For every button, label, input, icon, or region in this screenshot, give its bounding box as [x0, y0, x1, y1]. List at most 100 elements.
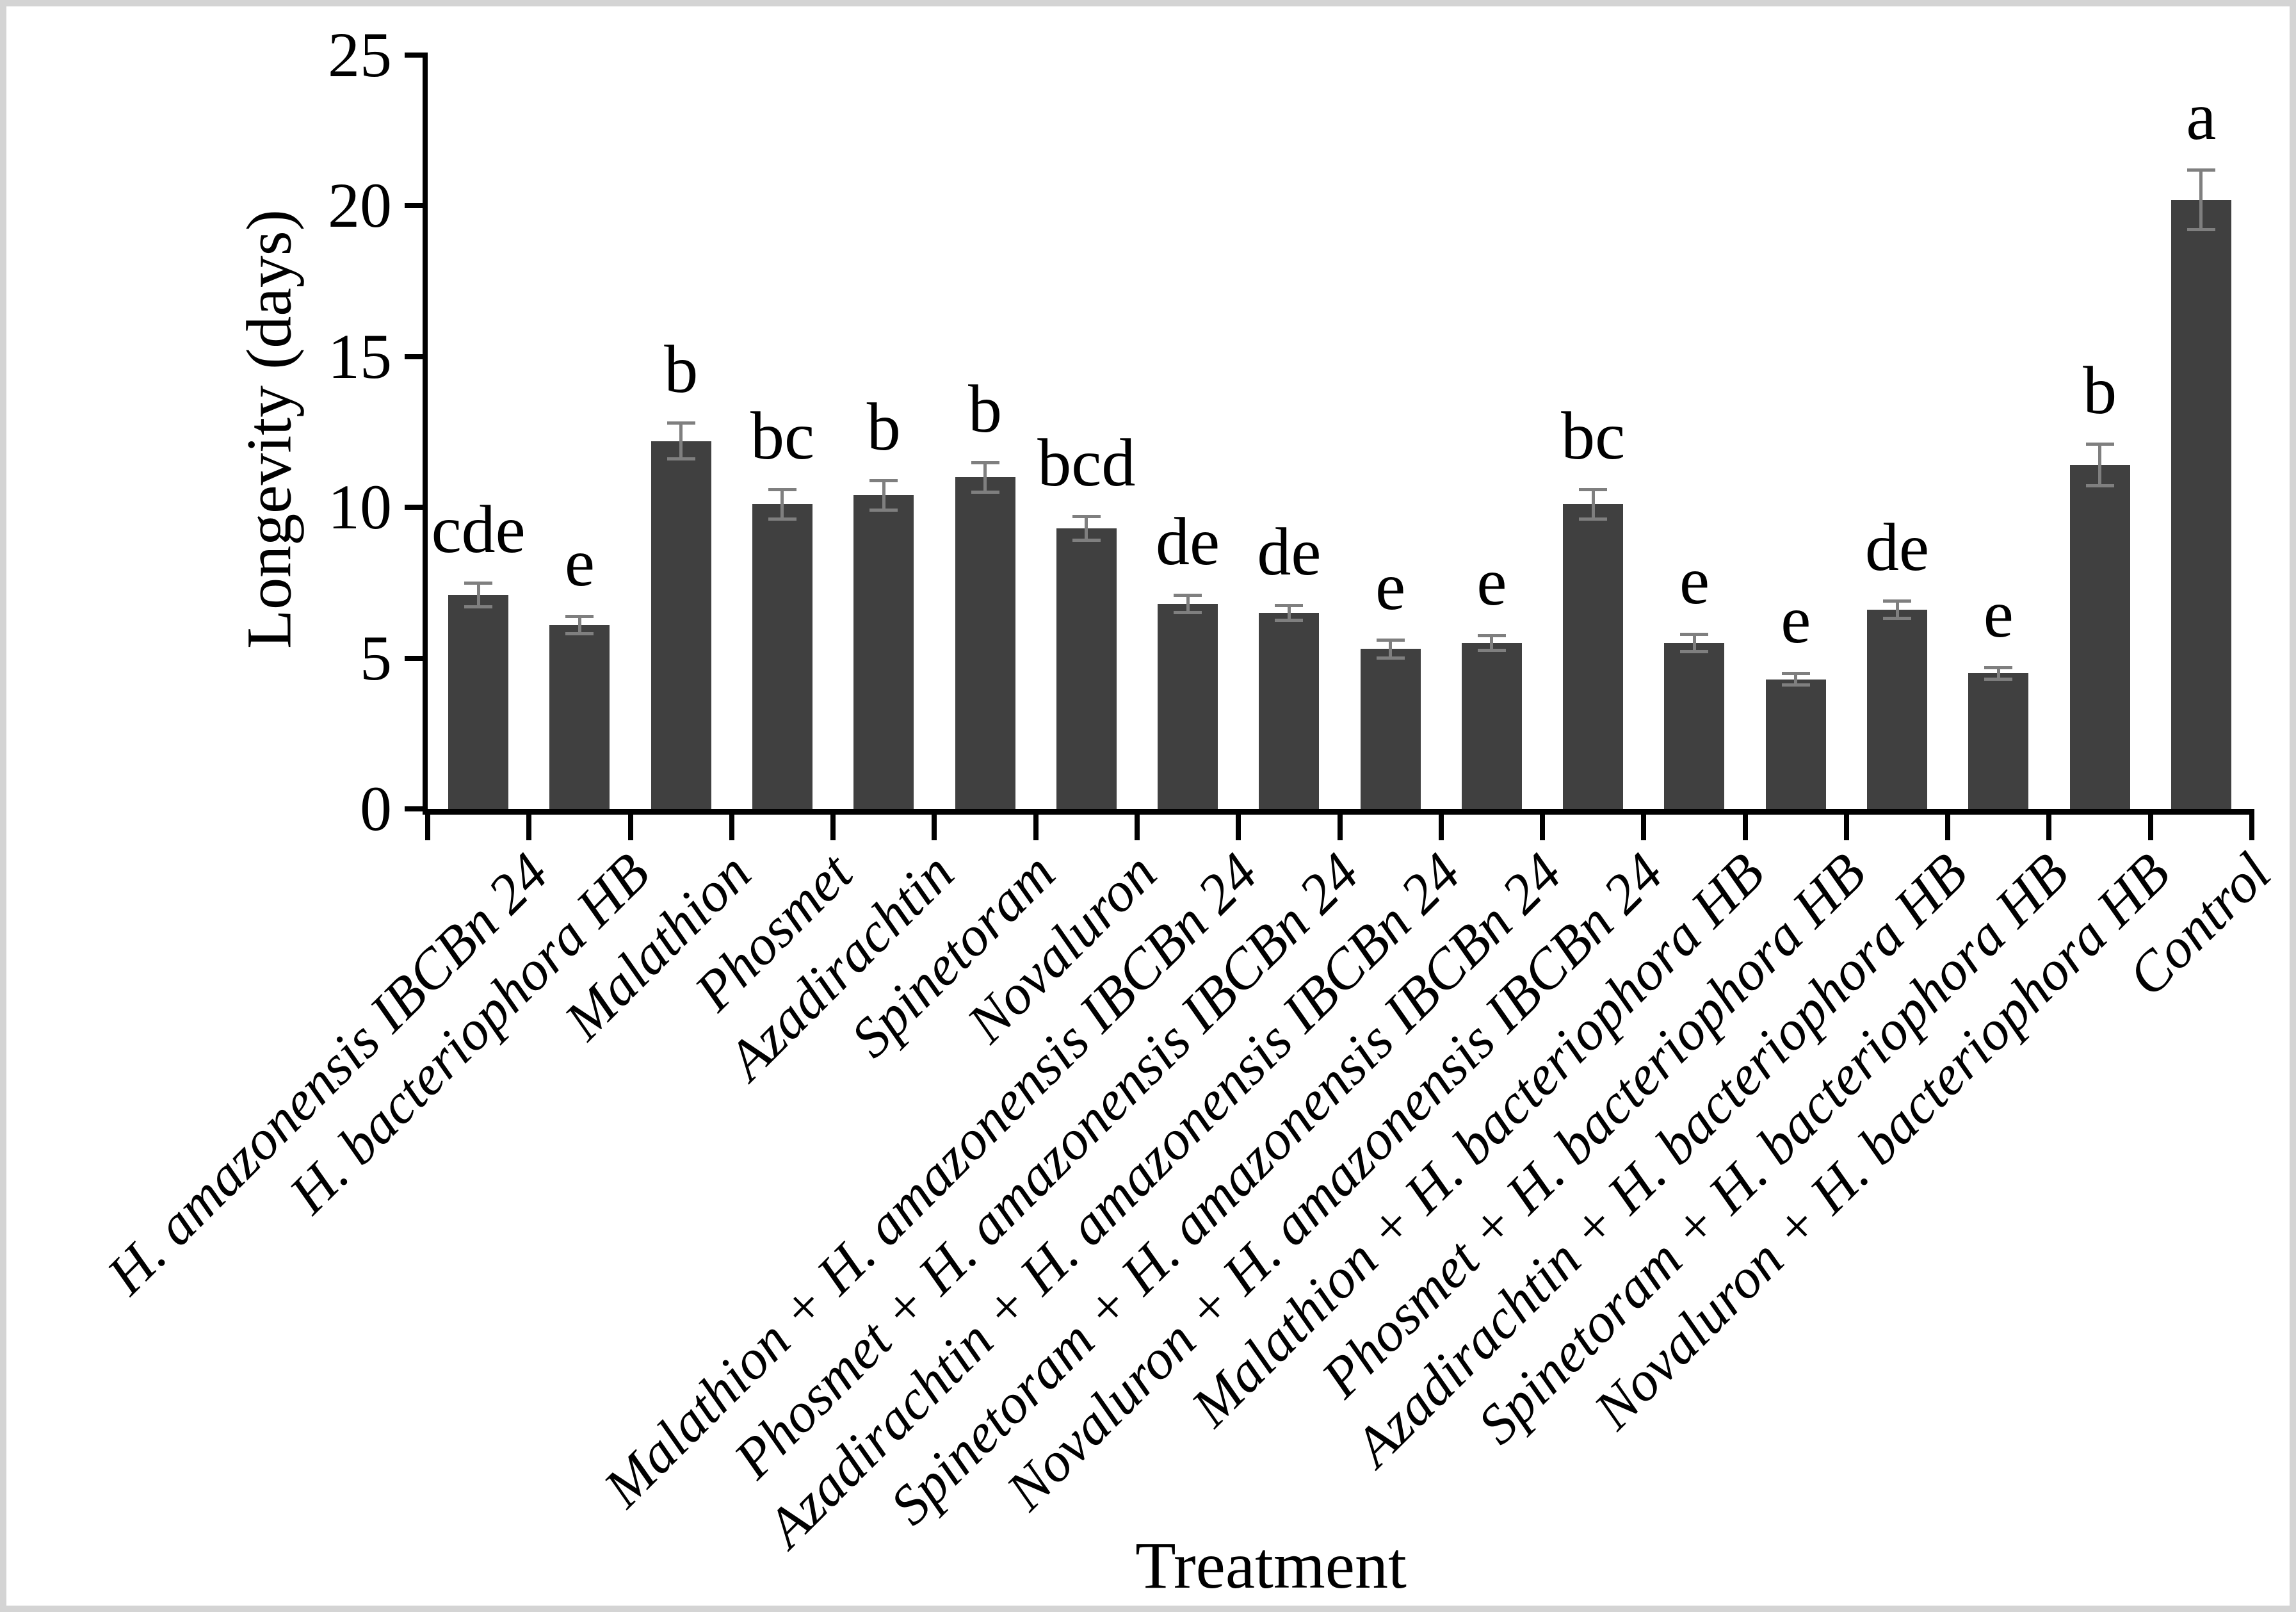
error-bar-whisker: [2098, 444, 2102, 487]
error-bar-cap-top: [667, 421, 695, 425]
x-tick: [729, 809, 734, 840]
bar: [1158, 603, 1218, 809]
x-tick: [830, 809, 836, 840]
x-category-label-text: H. amazonensis IBCBn 24: [95, 842, 561, 1307]
sig-letter: a: [2186, 78, 2217, 154]
x-tick: [1134, 809, 1140, 840]
error-bar-whisker: [679, 423, 683, 459]
sig-letter: de: [1156, 503, 1220, 579]
x-tick: [1236, 809, 1241, 840]
bar: [1765, 679, 1826, 809]
bar: [955, 477, 1015, 809]
y-tick-label: 15: [328, 320, 392, 392]
x-tick: [627, 809, 633, 840]
bar: [1259, 612, 1320, 809]
x-tick: [1033, 809, 1039, 840]
error-bar-cap-top: [1680, 632, 1709, 636]
sig-letter: bcd: [1037, 425, 1136, 501]
x-tick: [1945, 809, 1951, 840]
sig-letter: b: [664, 332, 699, 407]
error-bar-cap-bottom: [464, 605, 493, 608]
error-bar-cap-bottom: [565, 631, 594, 635]
sig-letter: e: [1476, 544, 1507, 620]
error-bar-whisker: [1895, 601, 1899, 619]
error-bar-cap-bottom: [2085, 484, 2114, 488]
error-bar-cap-top: [1477, 634, 1506, 638]
error-bar-cap-bottom: [1984, 677, 2013, 681]
bar: [1867, 610, 1928, 809]
x-tick: [1641, 809, 1647, 840]
bar: [853, 495, 914, 809]
error-bar-whisker: [1692, 633, 1696, 653]
error-bar-cap-bottom: [1579, 517, 1608, 521]
error-bar-cap-top: [1376, 639, 1405, 642]
error-bar-cap-top: [464, 581, 493, 585]
error-bar-cap-top: [1174, 593, 1202, 597]
x-tick: [425, 809, 430, 840]
y-tick-label: 25: [328, 19, 392, 90]
y-axis-title-text: Longevity (days): [233, 209, 305, 649]
y-tick: [405, 655, 423, 661]
error-bar-whisker: [1794, 673, 1798, 685]
x-tick: [526, 809, 532, 840]
error-bar-cap-bottom: [1680, 650, 1709, 654]
sig-letter: b: [2083, 353, 2117, 428]
x-tick: [2249, 809, 2254, 840]
x-tick: [1337, 809, 1343, 840]
sig-letter: b: [968, 371, 1003, 446]
error-bar-whisker: [882, 480, 885, 510]
error-bar-cap-top: [565, 614, 594, 618]
sig-letter: e: [1375, 549, 1406, 624]
error-bar-whisker: [1085, 516, 1088, 541]
error-bar-whisker: [1996, 667, 2000, 680]
error-bar-cap-bottom: [1376, 656, 1405, 660]
sig-letter: de: [1864, 510, 1930, 585]
error-bar-whisker: [983, 462, 987, 493]
error-bar-cap-top: [1984, 665, 2013, 669]
bar: [2069, 465, 2130, 809]
error-bar-whisker: [2199, 169, 2203, 231]
sig-letter: bc: [1561, 398, 1626, 473]
bar: [1563, 504, 1624, 809]
y-tick: [405, 806, 423, 811]
error-bar-cap-top: [1781, 672, 1810, 676]
error-bar-cap-bottom: [1781, 683, 1810, 687]
error-bar-whisker: [1389, 640, 1393, 658]
x-tick: [2046, 809, 2052, 840]
error-bar-whisker: [476, 582, 480, 607]
error-bar-cap-bottom: [1883, 617, 1912, 621]
error-bar-whisker: [1591, 489, 1595, 520]
sig-letter: b: [866, 389, 901, 464]
error-bar-cap-bottom: [971, 490, 999, 494]
bar: [448, 594, 509, 809]
error-bar-cap-top: [971, 460, 999, 464]
error-bar-cap-top: [1579, 487, 1608, 491]
sig-letter: e: [564, 525, 595, 600]
bar: [549, 624, 610, 809]
y-tick-label: 20: [328, 170, 392, 241]
y-tick: [405, 354, 423, 359]
sig-letter: bc: [750, 398, 814, 473]
error-bar-cap-bottom: [869, 508, 898, 512]
error-bar-whisker: [1186, 594, 1190, 613]
error-bar-cap-bottom: [1275, 618, 1304, 622]
bar: [1056, 528, 1117, 809]
error-bar-whisker: [1287, 605, 1291, 621]
error-bar-cap-top: [1883, 599, 1912, 603]
bar: [1461, 643, 1522, 809]
y-tick-label: 10: [328, 471, 392, 543]
y-tick: [405, 53, 423, 58]
error-bar-cap-top: [768, 487, 796, 491]
bar: [651, 441, 711, 809]
x-tick: [932, 809, 937, 840]
error-bar-cap-bottom: [2187, 228, 2215, 232]
bar: [1968, 673, 2029, 809]
error-bar-cap-top: [2085, 443, 2114, 446]
sig-letter: de: [1257, 514, 1322, 590]
x-tick: [1438, 809, 1444, 840]
error-bar-cap-top: [2187, 168, 2215, 172]
error-bar-cap-bottom: [667, 457, 695, 460]
error-bar-cap-top: [1072, 515, 1101, 519]
bar: [1360, 649, 1421, 809]
